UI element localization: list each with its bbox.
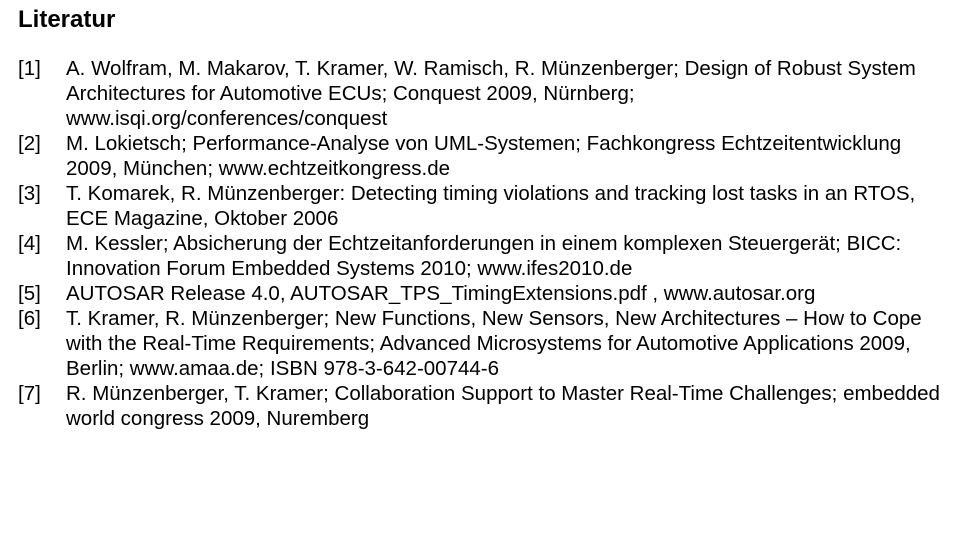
reference-number: [2] [18, 131, 66, 181]
reference-text: T. Komarek, R. Münzenberger: Detecting t… [66, 181, 942, 231]
reference-item: [5] AUTOSAR Release 4.0, AUTOSAR_TPS_Tim… [18, 281, 942, 306]
reference-item: [4] M. Kessler; Absicherung der Echtzeit… [18, 231, 942, 281]
reference-item: [7] R. Münzenberger, T. Kramer; Collabor… [18, 381, 942, 431]
reference-number: [3] [18, 181, 66, 231]
reference-item: [6] T. Kramer, R. Münzenberger; New Func… [18, 306, 942, 381]
reference-list: [1] A. Wolfram, M. Makarov, T. Kramer, W… [18, 56, 942, 431]
reference-number: [4] [18, 231, 66, 281]
reference-number: [7] [18, 381, 66, 431]
reference-number: [5] [18, 281, 66, 306]
reference-text: M. Kessler; Absicherung der Echtzeitanfo… [66, 231, 942, 281]
reference-text: AUTOSAR Release 4.0, AUTOSAR_TPS_TimingE… [66, 281, 942, 306]
reference-text: R. Münzenberger, T. Kramer; Collaboratio… [66, 381, 942, 431]
reference-number: [1] [18, 56, 66, 131]
reference-number: [6] [18, 306, 66, 381]
reference-text: A. Wolfram, M. Makarov, T. Kramer, W. Ra… [66, 56, 942, 131]
reference-item: [1] A. Wolfram, M. Makarov, T. Kramer, W… [18, 56, 942, 131]
reference-text: M. Lokietsch; Performance-Analyse von UM… [66, 131, 942, 181]
document-page: Literatur [1] A. Wolfram, M. Makarov, T.… [0, 0, 960, 431]
reference-item: [3] T. Komarek, R. Münzenberger: Detecti… [18, 181, 942, 231]
reference-item: [2] M. Lokietsch; Performance-Analyse vo… [18, 131, 942, 181]
reference-text: T. Kramer, R. Münzenberger; New Function… [66, 306, 942, 381]
section-title: Literatur [18, 6, 942, 34]
